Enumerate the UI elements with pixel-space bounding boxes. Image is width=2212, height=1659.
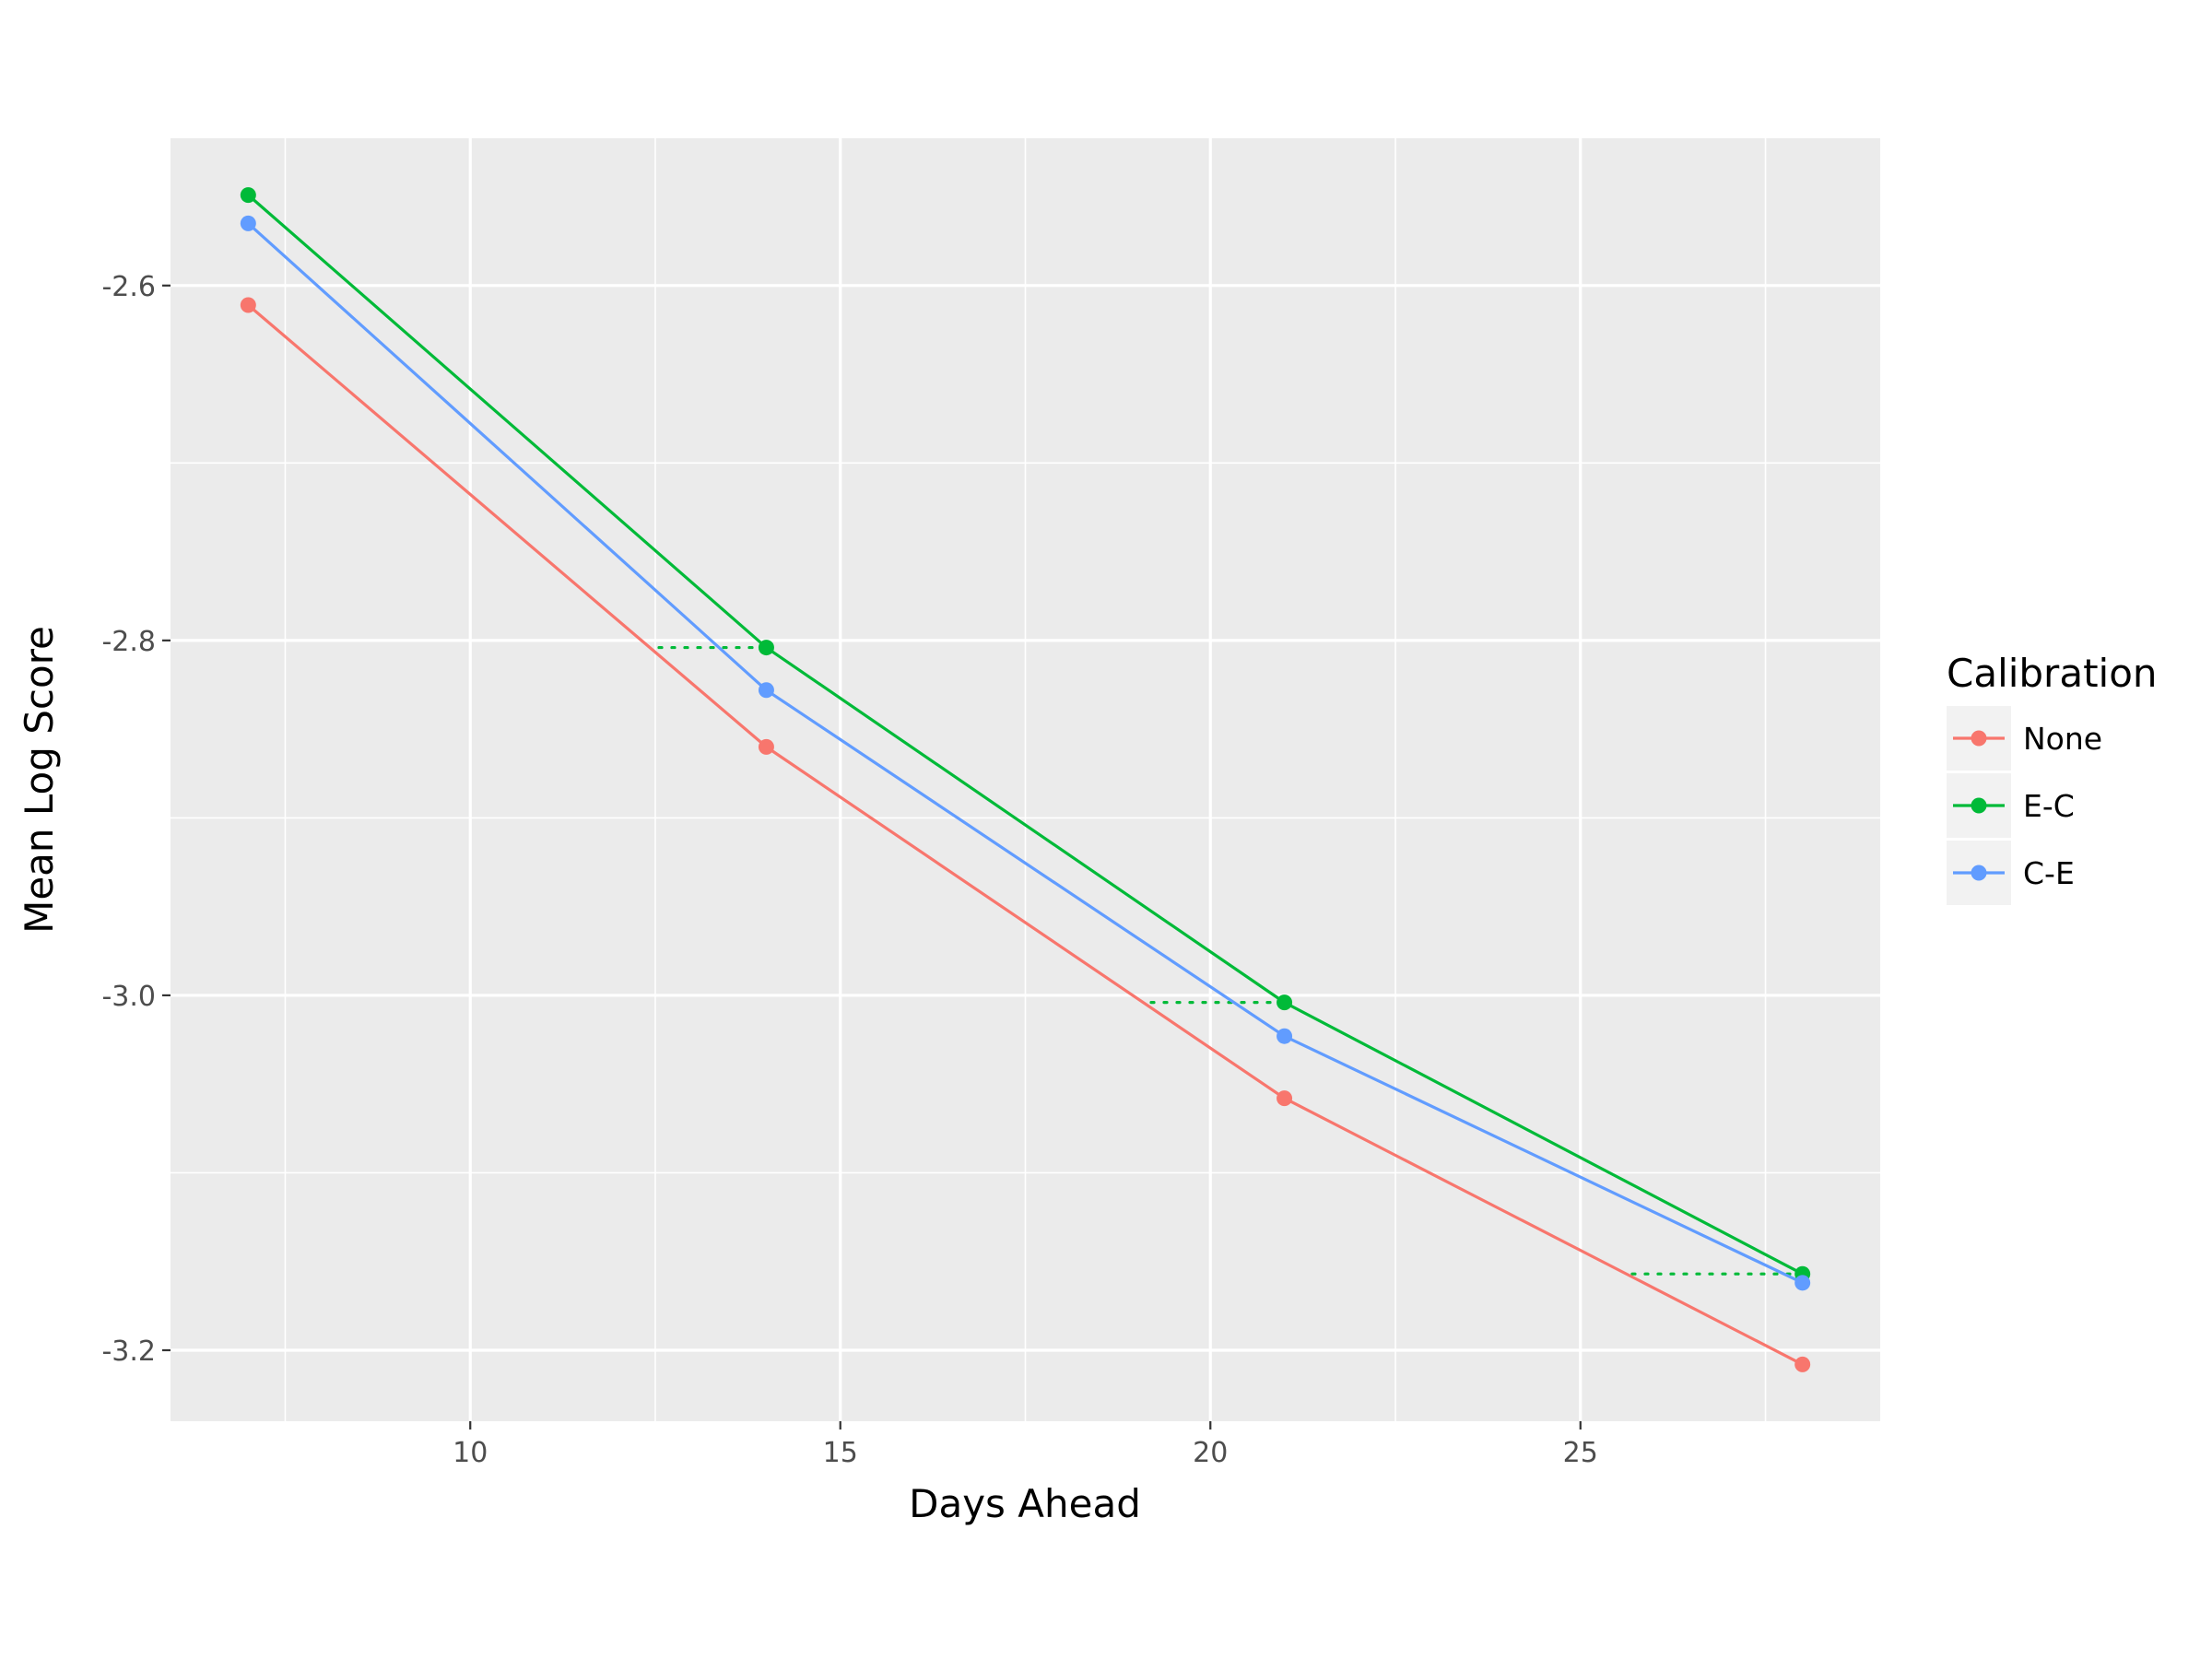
legend-label: E-C [2023,788,2075,824]
data-point-none [240,297,256,313]
y-axis-title: Mean Log Score [17,626,62,934]
series-line-e-c [247,194,1804,1276]
x-axis-title: Days Ahead [909,1481,1141,1526]
data-point-none [758,738,774,755]
data-point-c-e [758,682,774,699]
legend-key-point [1971,730,1987,747]
data-point-c-e [240,215,256,231]
x-tick-label: 25 [1563,1437,1598,1469]
y-axis-ticks: -2.6 -2.8 -3.0 -3.2 [101,271,171,1368]
y-tick-label: -2.6 [101,271,156,303]
data-point-e-c [240,187,256,204]
legend-item-none: None [1947,706,2102,771]
x-axis-ticks: 10 15 20 25 [453,1421,1598,1469]
series-lines [247,194,1804,1366]
series-line-none [247,303,1804,1366]
data-point-c-e [1277,1028,1293,1044]
x-tick-label: 10 [453,1437,488,1469]
data-point-none [1794,1356,1811,1372]
legend: Calibration None E-C C-E [1947,651,2158,905]
y-tick-label: -3.0 [101,981,156,1013]
legend-items: None E-C C-E [1947,706,2102,905]
data-point-c-e [1794,1275,1811,1291]
x-tick-label: 20 [1193,1437,1228,1469]
reference-segments [657,645,1805,1276]
data-point-none [1277,1090,1293,1107]
series-points [240,187,1811,1372]
data-point-e-c [758,640,774,656]
legend-key-point [1971,797,1987,814]
legend-item-c-e: C-E [1947,841,2075,905]
x-tick-label: 15 [823,1437,858,1469]
legend-label: None [2023,721,2102,757]
y-tick-label: -2.8 [101,626,156,658]
series-line-c-e [247,222,1804,1285]
legend-item-e-c: E-C [1947,773,2075,838]
legend-label: C-E [2023,855,2075,891]
data-point-e-c [1277,994,1293,1011]
legend-title: Calibration [1947,651,2158,696]
major-gridlines [171,138,1880,1421]
y-tick-label: -3.2 [101,1335,156,1368]
legend-key-point [1971,865,1987,881]
minor-gridlines [171,138,1880,1421]
